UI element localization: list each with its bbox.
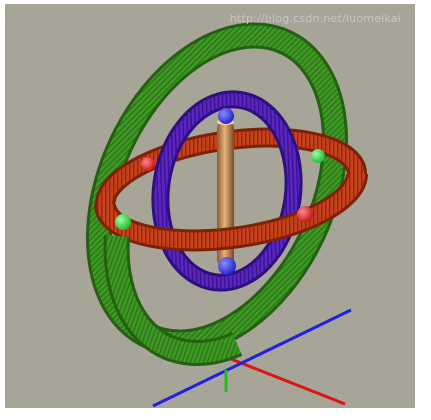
outer-left-pivot <box>115 214 131 230</box>
outer-ring-front <box>103 235 243 366</box>
watermark-text: http://blog.csdn.net/luomeikai <box>229 12 401 25</box>
render-viewport: http://blog.csdn.net/luomeikai <box>5 4 415 408</box>
axle-top-pivot <box>218 108 234 124</box>
middle-right-pivot <box>297 206 313 222</box>
axle-bottom-pivot <box>218 257 236 275</box>
gyroscope-scene <box>86 22 368 408</box>
inner-ring <box>151 90 303 292</box>
outer-right-pivot <box>311 149 325 163</box>
middle-left-pivot <box>141 157 155 171</box>
axis-z-line <box>152 308 352 408</box>
